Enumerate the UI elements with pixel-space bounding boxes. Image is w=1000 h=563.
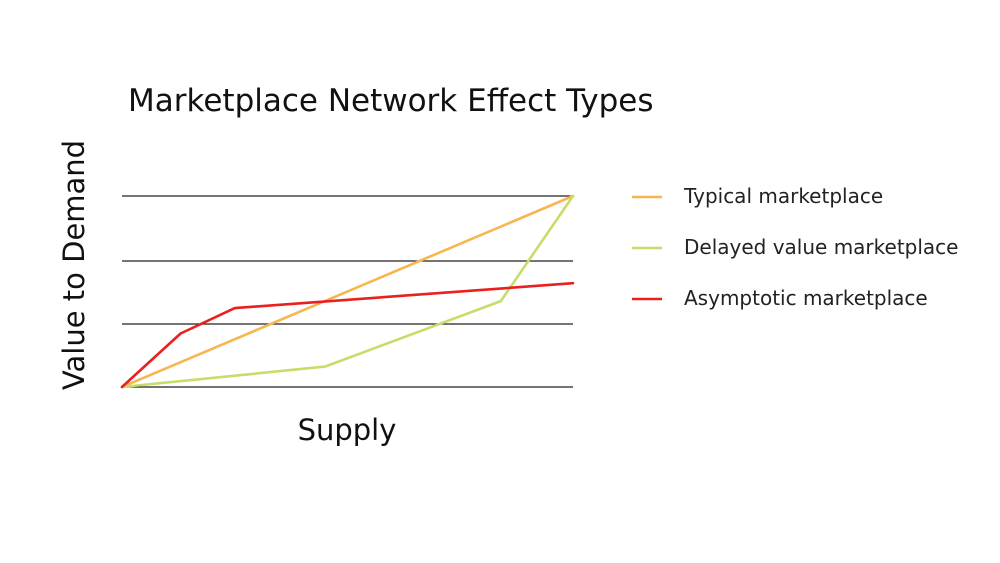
series-lines	[120, 194, 575, 389]
y-axis-label: Value to Demand	[57, 140, 91, 390]
x-axis-label: Supply	[298, 413, 397, 447]
legend-label-asymptotic-marketplace: Asymptotic marketplace	[684, 286, 928, 310]
legend-label-typical-marketplace: Typical marketplace	[683, 184, 883, 208]
legend: Typical marketplace Delayed value marketp…	[632, 184, 958, 310]
chart-title: Marketplace Network Effect Types	[128, 83, 654, 119]
gridlines	[122, 195, 573, 388]
series-line-delayed-value-marketplace	[120, 194, 575, 389]
series-line-typical-marketplace	[120, 194, 575, 389]
legend-label-delayed-value-marketplace: Delayed value marketplace	[684, 235, 958, 259]
series-line-asymptotic-marketplace	[120, 281, 575, 389]
